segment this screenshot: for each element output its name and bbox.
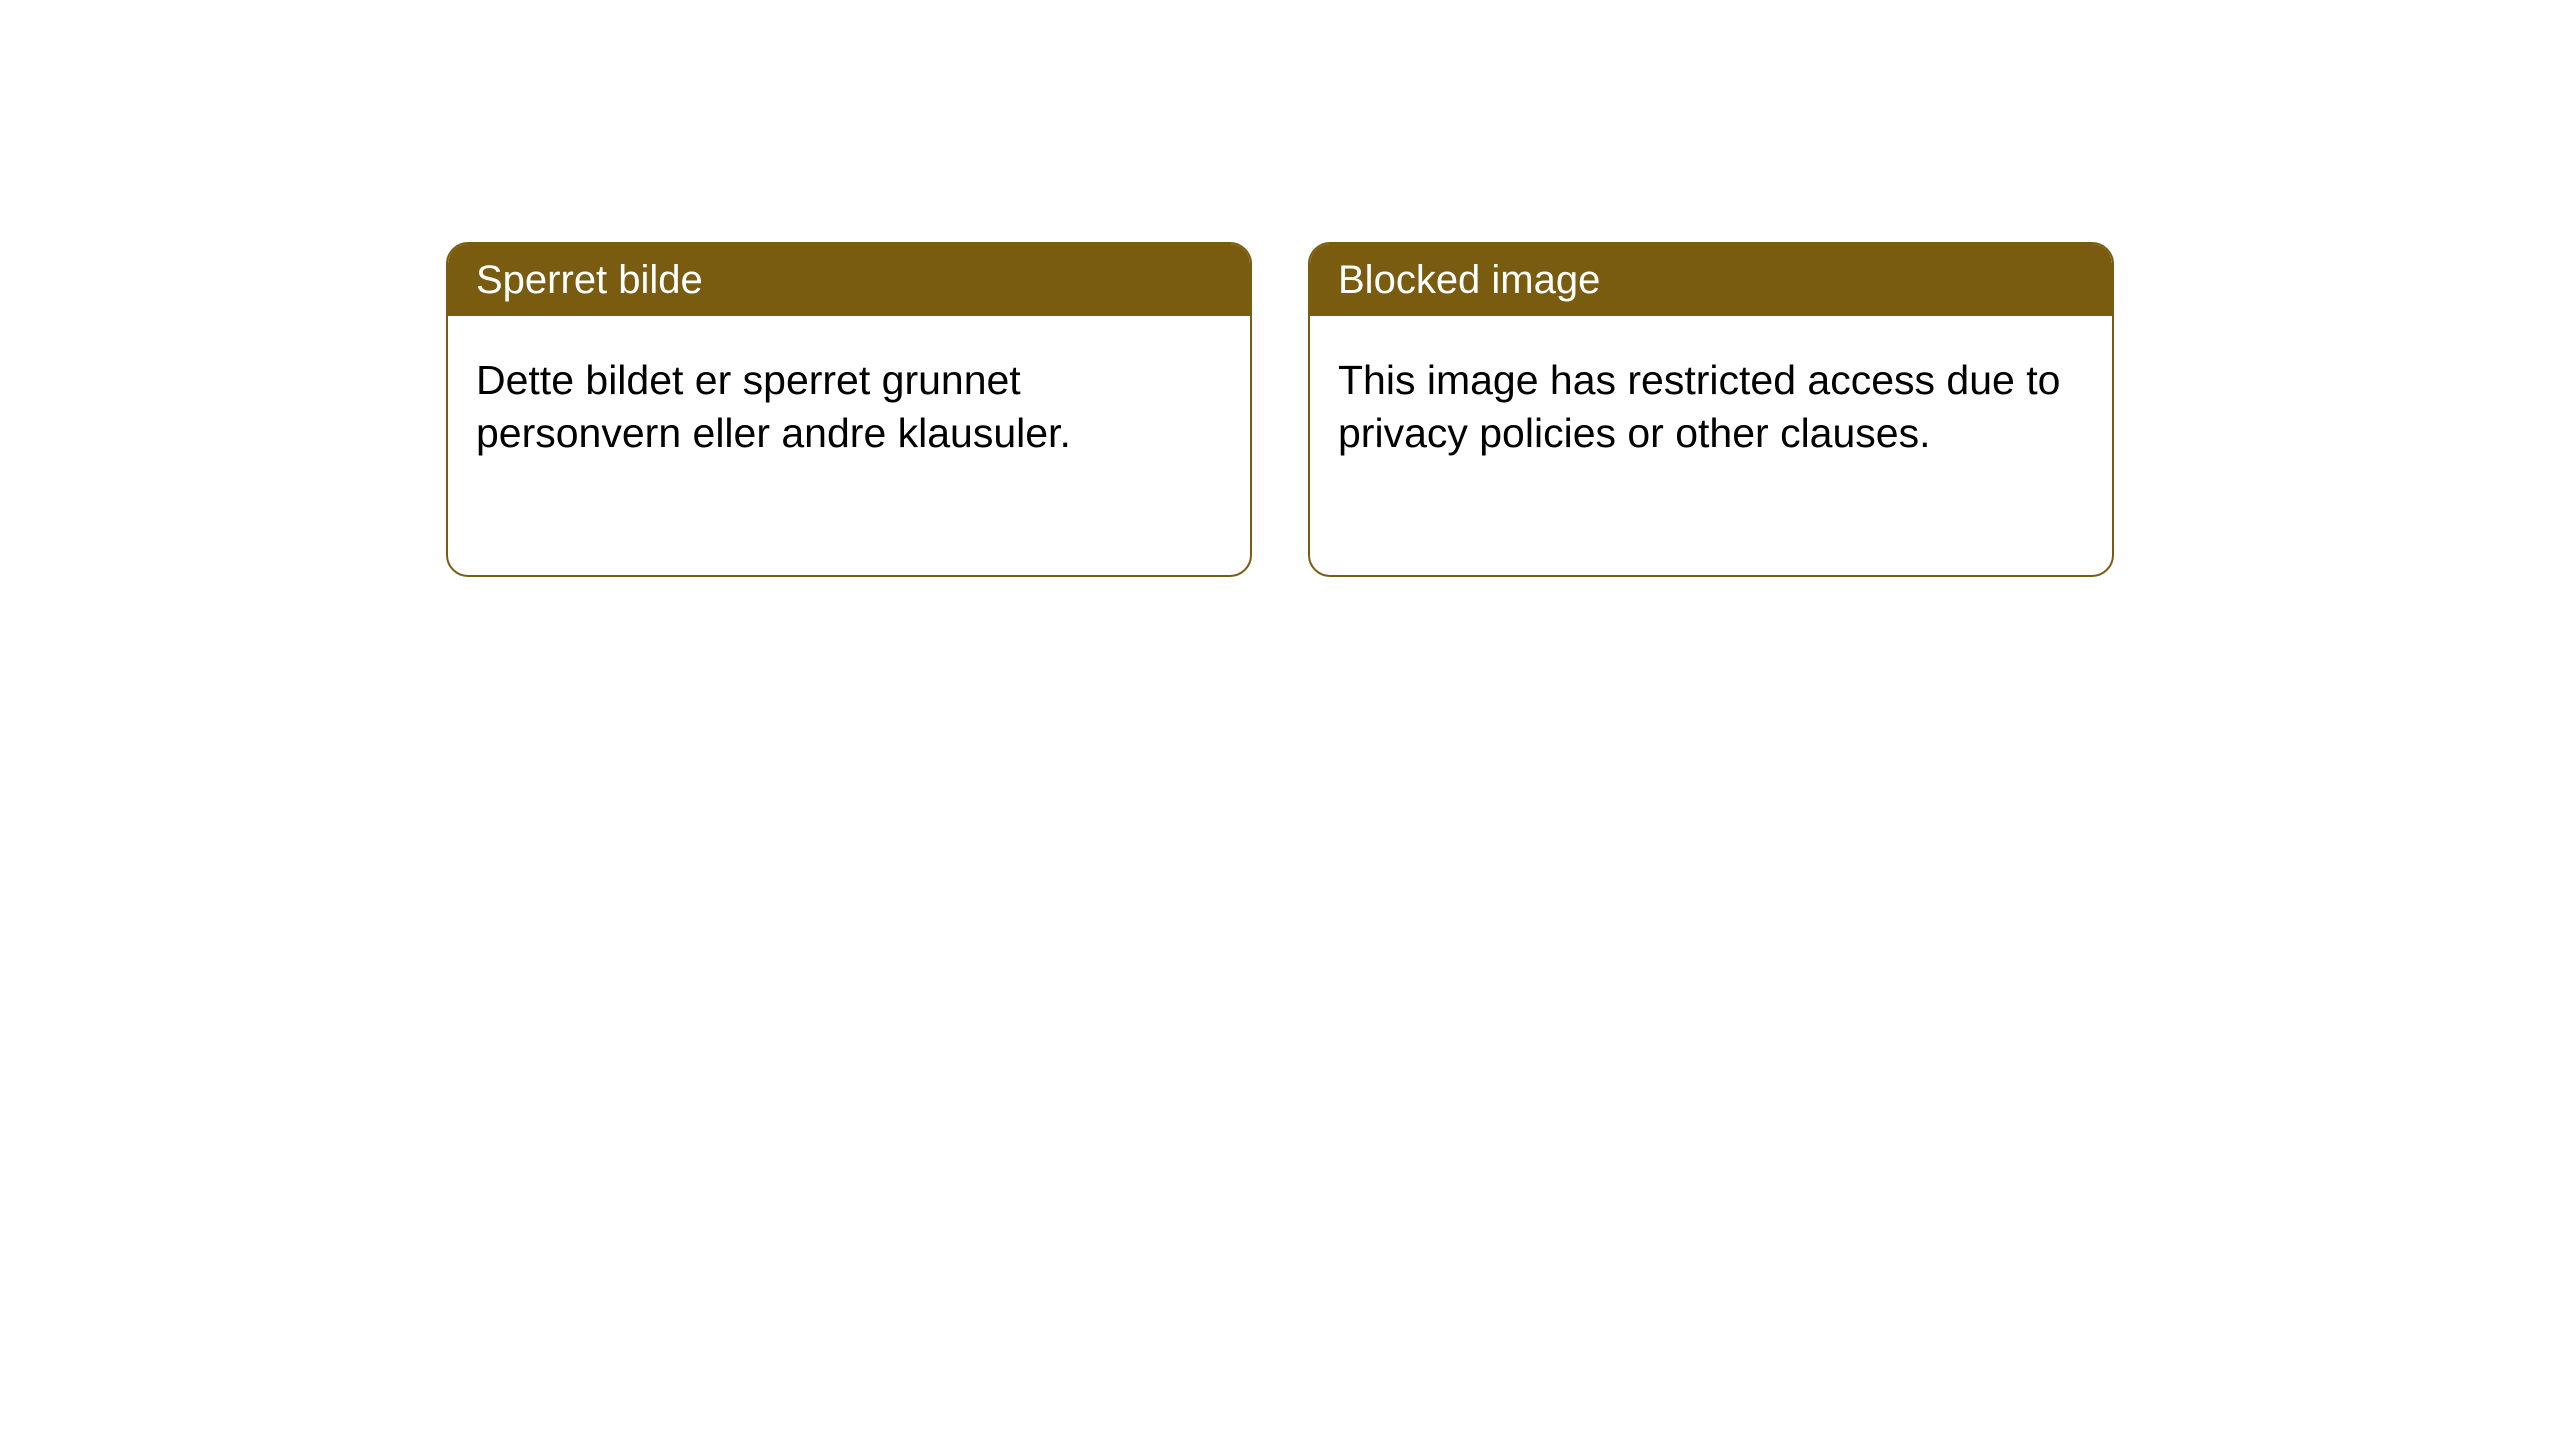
card-body-text: This image has restricted access due to … [1338, 357, 2060, 456]
card-title: Sperret bilde [476, 258, 703, 302]
card-body: Dette bildet er sperret grunnet personve… [448, 316, 1250, 499]
notice-container: Sperret bilde Dette bildet er sperret gr… [446, 242, 2114, 577]
card-title: Blocked image [1338, 258, 1600, 302]
blocked-image-card-norwegian: Sperret bilde Dette bildet er sperret gr… [446, 242, 1252, 577]
card-header: Blocked image [1310, 244, 2112, 316]
card-body: This image has restricted access due to … [1310, 316, 2112, 499]
card-body-text: Dette bildet er sperret grunnet personve… [476, 357, 1071, 456]
card-header: Sperret bilde [448, 244, 1250, 316]
blocked-image-card-english: Blocked image This image has restricted … [1308, 242, 2114, 577]
